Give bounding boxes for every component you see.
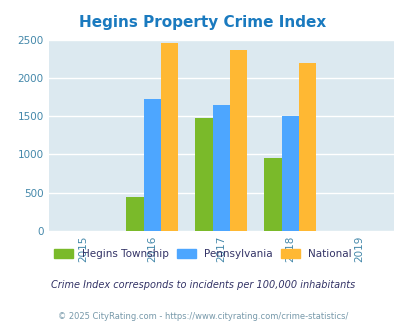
Bar: [143, 99, 160, 231]
Bar: [195, 118, 212, 231]
Bar: [281, 116, 298, 231]
Legend: Hegins Township, Pennsylvania, National: Hegins Township, Pennsylvania, National: [50, 245, 355, 263]
Text: Crime Index corresponds to incidents per 100,000 inhabitants: Crime Index corresponds to incidents per…: [51, 280, 354, 290]
Bar: [212, 106, 229, 231]
Bar: [229, 50, 247, 231]
Bar: [160, 44, 178, 231]
Bar: [298, 63, 315, 231]
Bar: [126, 197, 143, 231]
Text: Hegins Property Crime Index: Hegins Property Crime Index: [79, 15, 326, 30]
Bar: [264, 157, 281, 231]
Text: © 2025 CityRating.com - https://www.cityrating.com/crime-statistics/: © 2025 CityRating.com - https://www.city…: [58, 312, 347, 321]
